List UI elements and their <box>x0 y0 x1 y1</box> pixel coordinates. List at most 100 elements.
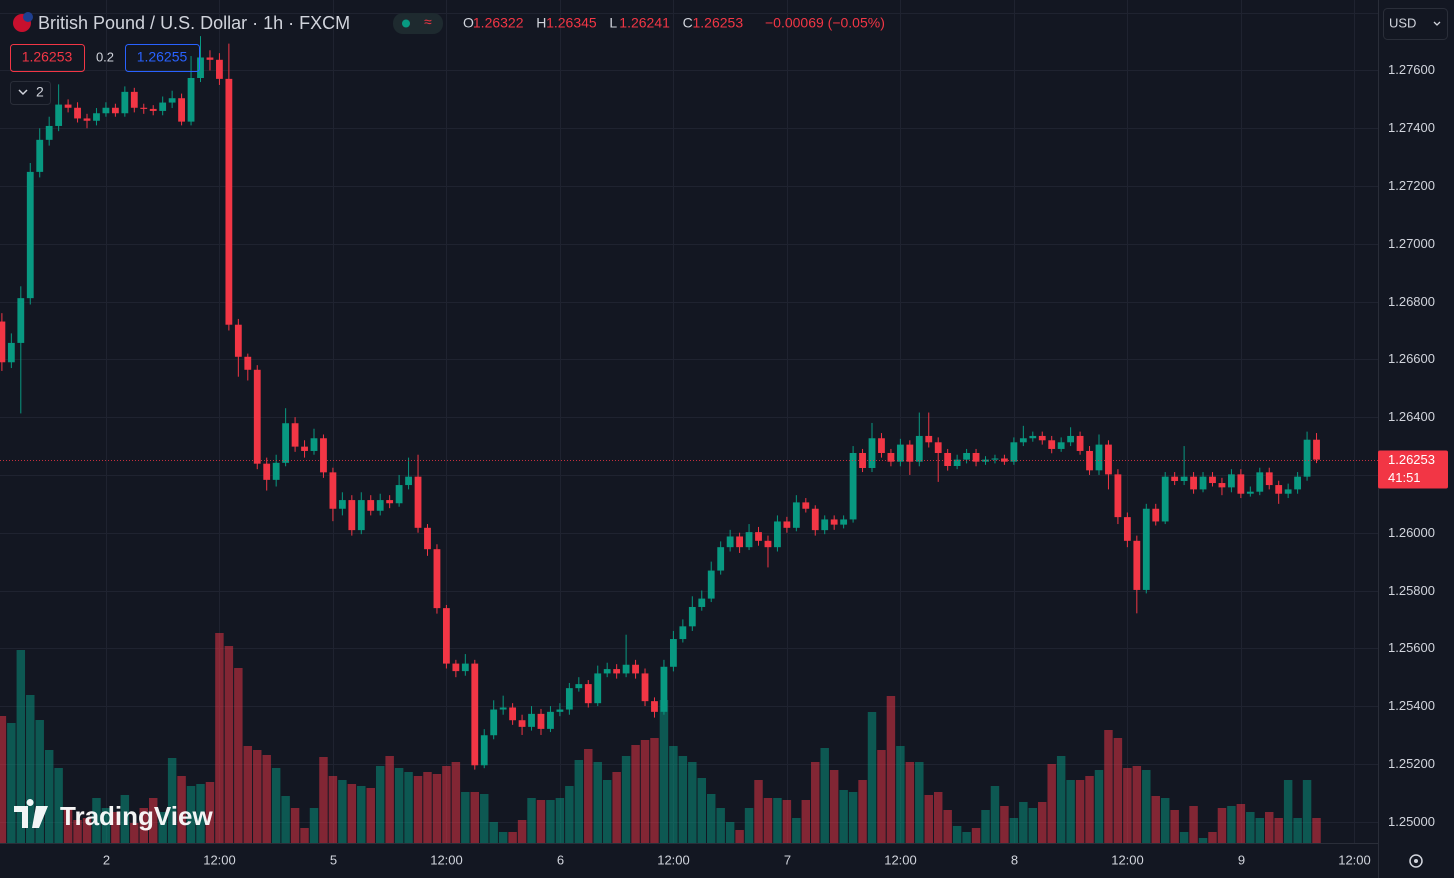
candle-body <box>1095 444 1103 471</box>
volume-bar <box>896 746 905 843</box>
volume-bar <box>130 823 139 843</box>
volume-bar <box>44 750 54 843</box>
candle-body <box>1001 458 1008 462</box>
volume-bar <box>1160 798 1170 843</box>
candle-body <box>622 664 630 674</box>
currency: USD <box>1389 15 1416 30</box>
y-tick-label: 1.25000 <box>1388 814 1435 829</box>
volume-bar <box>773 798 782 843</box>
volume-bar <box>26 695 35 843</box>
volume-bar <box>952 826 962 843</box>
candle-body <box>991 458 999 460</box>
candle-body <box>1171 476 1179 482</box>
header: British Pound / U.S. Dollar · 1h · FXCM … <box>10 8 1448 868</box>
candle-body <box>499 707 507 710</box>
candle-body <box>556 709 564 712</box>
volume-bar <box>461 792 470 843</box>
volume-bar <box>933 792 943 843</box>
volume-bar <box>224 646 234 843</box>
candle-body <box>1038 435 1046 441</box>
volume-bar <box>829 770 839 843</box>
candle-body <box>688 606 696 627</box>
volume-bar <box>971 828 981 843</box>
candle-body <box>1209 476 1216 484</box>
volume-bar <box>990 786 1000 843</box>
last-price: 1.26253 41:51 <box>0 450 1448 489</box>
volume-bar <box>1255 818 1265 843</box>
volume-bar <box>234 668 243 843</box>
volume-bar <box>319 757 328 843</box>
volume-bar <box>347 784 357 843</box>
candle-body <box>0 321 6 363</box>
volume-bar <box>1075 780 1085 843</box>
candle-body <box>291 423 299 447</box>
volume-bar <box>0 716 7 843</box>
volume-bar <box>584 749 593 843</box>
volume-bar <box>300 828 309 843</box>
candle-body <box>45 125 53 140</box>
last-price-label: 1.26253 <box>1388 452 1435 467</box>
candle-body <box>272 462 280 480</box>
volume-bar <box>413 776 423 843</box>
candle-body <box>1265 472 1273 486</box>
settings-icon[interactable] <box>1409 854 1423 868</box>
candle-body <box>178 98 185 122</box>
x-tick-label: 6 <box>557 852 564 867</box>
volume-bar <box>640 740 650 843</box>
y-tick-label: 1.27000 <box>1388 236 1435 251</box>
candle-body <box>698 598 706 607</box>
x-tick-label: 12:00 <box>430 852 463 867</box>
last-price-tag <box>1378 450 1448 489</box>
candle-body <box>1303 439 1311 477</box>
volume-bar <box>801 800 811 843</box>
sell-button[interactable] <box>10 44 85 72</box>
candle-body <box>471 663 479 766</box>
volume-bar <box>375 766 385 843</box>
volume-bar <box>1227 806 1236 843</box>
volume-bar <box>602 780 612 843</box>
volume-bar <box>688 762 697 843</box>
candle-body <box>1161 476 1169 522</box>
volume-bar <box>725 822 735 843</box>
x-tick-label: 12:00 <box>657 852 690 867</box>
ohlc-value: 1.26322 <box>473 15 524 31</box>
volume-bar <box>678 756 688 843</box>
candle-body <box>159 102 167 111</box>
volume-bar <box>555 798 565 843</box>
ohlc-value: 1.26345 <box>546 15 597 31</box>
candle-body <box>982 459 989 462</box>
candle-body <box>1199 476 1207 490</box>
candle-body <box>187 78 195 122</box>
spread: 0.2 <box>96 49 114 64</box>
volume-bar <box>394 768 404 843</box>
volume-bar <box>139 808 148 843</box>
volume-bar <box>1217 808 1227 843</box>
y-tick-label: 1.26400 <box>1388 409 1435 424</box>
candle-body <box>915 435 923 462</box>
candle-body <box>74 107 81 119</box>
symbol-title[interactable]: British Pound / U.S. Dollar · 1h · FXCM <box>38 13 350 33</box>
volume-bar <box>404 772 413 843</box>
y-tick-label: 1.27400 <box>1388 120 1435 135</box>
volume-bar <box>158 812 167 843</box>
candle-body <box>83 118 91 121</box>
volume-bar <box>1312 818 1321 843</box>
candle-body <box>433 549 441 609</box>
candle-body <box>140 107 148 109</box>
ask-price[interactable]: 1.26255 <box>137 49 188 65</box>
volume-bar <box>508 832 517 843</box>
market-status[interactable] <box>393 13 443 34</box>
volume-bar <box>35 720 44 843</box>
indicators-toggle[interactable] <box>10 81 51 105</box>
candle-body <box>811 508 819 531</box>
candle-layer <box>0 36 1320 770</box>
bid-price[interactable]: 1.26253 <box>22 49 73 65</box>
candle-body <box>774 521 781 548</box>
currency-button[interactable] <box>1383 8 1448 40</box>
volume-bar <box>1019 802 1028 843</box>
candle-body <box>934 442 942 453</box>
buy-button[interactable] <box>125 44 200 72</box>
volume-bar <box>650 738 659 843</box>
volume-bar <box>253 750 262 843</box>
candle-body <box>1275 485 1283 494</box>
